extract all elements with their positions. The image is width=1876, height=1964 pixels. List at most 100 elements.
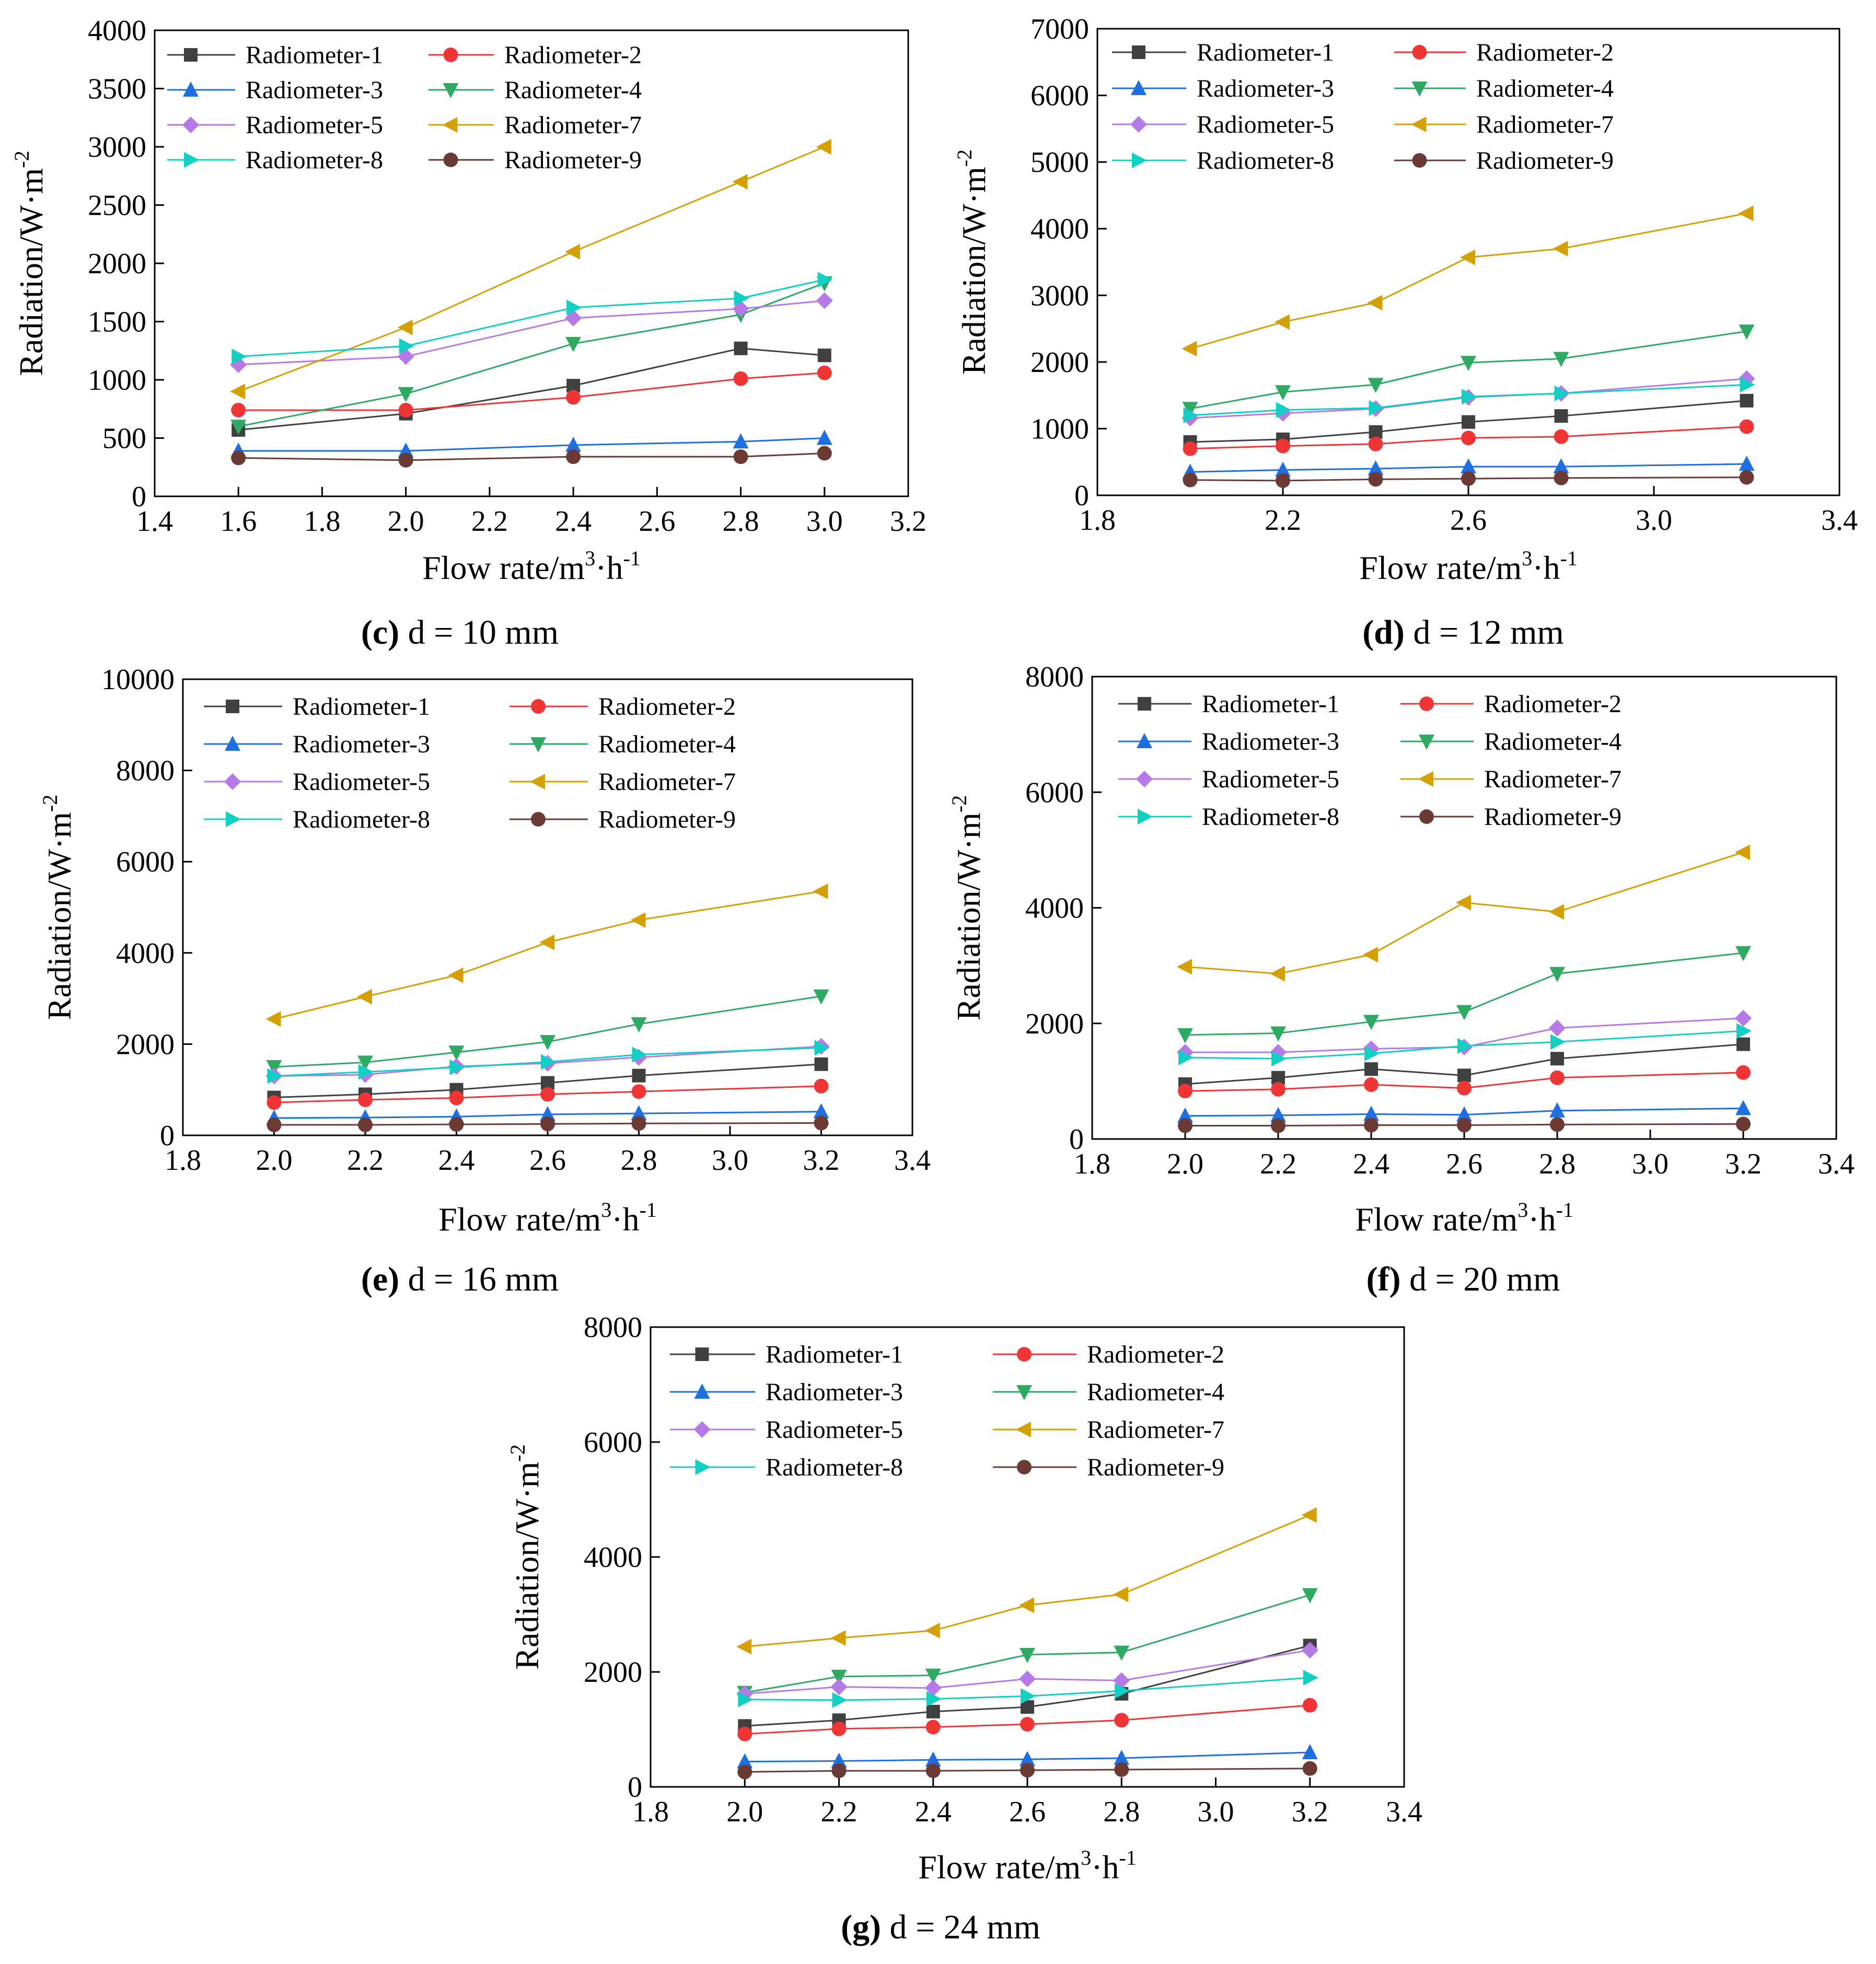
series-line [274,1085,821,1103]
y-tick-label: 1000 [88,364,146,397]
series-line [1190,463,1747,473]
x-tick-label: 2.2 [1260,1148,1296,1180]
data-point [357,989,372,1005]
y-tick-label: 8000 [116,755,175,787]
y-tick-label: 0 [132,481,146,513]
y-tick-label: 8000 [584,1311,642,1344]
legend-item: Radiometer-7 [1394,111,1614,138]
data-point [1178,1118,1192,1133]
data-point [566,390,581,405]
y-axis-title-base: Radiation/W·m [41,812,78,1020]
x-tick-label: 1.8 [632,1796,669,1828]
x-axis-title: Flow rate/m3·h-1 [1355,1198,1573,1238]
data-point [1364,1118,1379,1133]
x-tick-label: 3.4 [1386,1796,1422,1828]
legend-label: Radiometer-2 [1476,39,1614,66]
series-radiometer-2 [1178,1065,1751,1099]
legend-item: Radiometer-4 [1400,728,1622,756]
caption-letter: (d) [1362,613,1405,652]
y-tick-label: 2000 [1030,346,1089,379]
legend-label: Radiometer-4 [598,730,736,758]
legend-item: Radiometer-4 [509,730,736,758]
x-axis-title-tail: ·h [1091,1849,1119,1886]
data-point [1114,1750,1130,1765]
data-point [738,1691,754,1707]
series-line [1185,1043,1744,1085]
legend-item: Radiometer-8 [670,1454,903,1481]
x-tick-label: 2.4 [1353,1148,1389,1180]
data-point [1019,1670,1036,1688]
series-line [1185,1072,1744,1092]
data-point [1364,1045,1380,1062]
legend-label: Radiometer-8 [1197,147,1334,175]
legend-marker [1138,697,1151,711]
y-tick-label: 3000 [88,131,146,164]
y-tick-label: 6000 [116,846,175,878]
legend-item: Radiometer-1 [670,1341,903,1368]
data-point [540,1117,555,1132]
series-line [1185,952,1744,1036]
panel-caption: (e) d = 16 mm [361,1260,559,1298]
data-point [1553,240,1568,257]
x-axis-title-base: Flow rate/m [438,1201,601,1238]
series-line [1185,1123,1744,1127]
data-point [1020,1648,1035,1663]
series-line [745,1644,1311,1727]
legend-marker [1419,809,1434,824]
x-tick-label: 2.0 [726,1796,763,1828]
caption-letter: (e) [361,1260,399,1298]
series-line [274,1122,821,1126]
x-axis-title-base: Flow rate/m [918,1849,1081,1886]
y-tick-label: 500 [102,423,146,455]
series-line [1190,400,1747,443]
series-line [274,1047,821,1077]
data-point [267,1095,282,1110]
series-radiometer-4 [1182,324,1755,417]
legend-label: Radiometer-7 [504,111,642,139]
y-axis-title-sup: -2 [506,1444,529,1461]
x-tick-label: 2.2 [347,1144,384,1177]
x-tick-label: 2.0 [256,1144,293,1177]
data-point [1183,441,1198,456]
legend-item: Radiometer-3 [204,730,430,758]
data-point [265,1011,281,1027]
data-point [1550,1117,1565,1132]
legend-item: Radiometer-4 [429,76,642,104]
data-point [540,1087,555,1102]
legend-item: Radiometer-9 [429,146,642,174]
y-tick-label: 4000 [584,1541,642,1574]
series-radiometer-1 [1178,1037,1750,1091]
y-tick-label: 2000 [88,248,146,280]
data-point [1177,959,1192,975]
data-point [1739,324,1755,340]
series-radiometer-2 [231,365,832,417]
data-point [632,1068,646,1083]
data-point [1554,385,1570,401]
data-point [1736,1065,1751,1080]
y-tick-label: 2000 [584,1656,642,1689]
data-point [737,1753,753,1769]
data-point [1554,409,1568,423]
legend-marker [443,48,458,62]
x-axis-title-sup: 3 [1081,1846,1091,1869]
x-axis-title-sup2: -1 [623,547,641,570]
x-axis-title-sup: 3 [1518,1198,1528,1222]
data-point [398,402,413,417]
x-axis-title-base: Flow rate/m [1355,1201,1518,1238]
x-tick-label: 1.8 [304,505,340,538]
series-line [1190,383,1747,416]
legend-item: Radiometer-9 [993,1454,1224,1481]
data-point [1735,946,1751,961]
data-point [1275,314,1290,330]
panel-caption: (c) d = 10 mm [361,613,559,652]
data-point [1270,966,1285,982]
data-point [449,1059,465,1075]
data-point [1363,1106,1379,1121]
data-point [817,272,833,288]
data-point [631,1084,646,1099]
data-point [231,402,246,417]
data-point [1363,1015,1379,1030]
data-point [358,1092,373,1107]
data-point [1271,1051,1287,1067]
data-point [734,341,748,355]
